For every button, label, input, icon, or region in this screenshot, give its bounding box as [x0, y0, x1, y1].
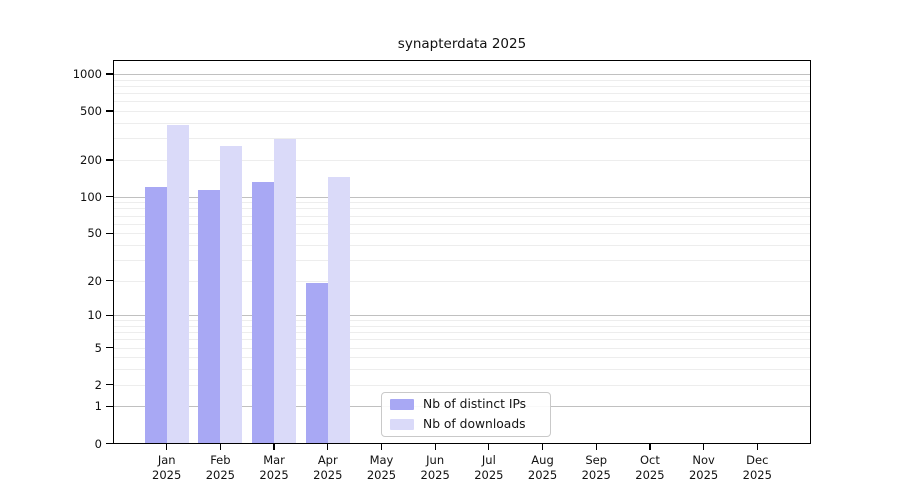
x-tick-mark-jul: [488, 444, 490, 450]
y-tick-label-0: 0: [94, 436, 102, 451]
gridline-minor-2: [114, 384, 810, 386]
x-tick-mark-aug: [541, 444, 544, 450]
y-tick-label-100: 100: [80, 189, 102, 204]
x-tick-label-jul: Jul 2025: [474, 453, 504, 482]
y-tick-label-1: 1: [94, 399, 102, 414]
y-tick-label-10: 10: [87, 308, 102, 323]
x-tick-mark-sep: [595, 444, 597, 450]
gridline-major-10: [114, 315, 810, 317]
legend-item-downloads: Nb of downloads: [390, 416, 542, 433]
x-tick-label-aug: Aug 2025: [527, 453, 558, 482]
gridline-minor-300: [114, 138, 810, 140]
gridline-minor-3: [114, 369, 810, 371]
x-tick-mark-jun: [434, 444, 436, 450]
gridline-minor-60: [114, 223, 810, 225]
x-tick-label-apr: Apr 2025: [313, 453, 343, 482]
y-tick-label-50: 50: [87, 226, 102, 241]
y-tick-mark-10: [106, 314, 113, 316]
y-tick-mark-0: [106, 442, 113, 445]
gridline-minor-70: [114, 215, 810, 217]
gridline-minor-50: [114, 233, 810, 235]
gridline-minor-30: [114, 259, 810, 261]
y-tick-mark-5: [106, 347, 113, 349]
gridline-minor-900: [114, 79, 810, 81]
bar-downloads-feb: [220, 146, 243, 443]
x-tick-label-sep: Sep 2025: [581, 453, 611, 482]
gridline-minor-7: [114, 332, 810, 334]
gridline-minor-20: [114, 280, 810, 282]
gridline-minor-700: [114, 93, 810, 95]
gridline-minor-9: [114, 320, 810, 322]
y-tick-mark-2: [106, 384, 113, 386]
bar-distinct-ips-mar: [252, 181, 275, 443]
legend-label-downloads: Nb of downloads: [423, 417, 526, 431]
gridline-minor-200: [114, 159, 810, 161]
x-tick-label-nov: Nov 2025: [688, 453, 719, 482]
x-tick-label-oct: Oct 2025: [635, 453, 665, 482]
bar-distinct-ips-jan: [144, 187, 167, 443]
x-tick-label-jun: Jun 2025: [420, 453, 450, 482]
legend-swatch-downloads: [390, 419, 414, 430]
x-tick-label-may: May 2025: [366, 453, 397, 482]
gridline-major-1000: [114, 74, 810, 75]
x-tick-mark-oct: [649, 444, 651, 450]
y-tick-label-1000: 1000: [72, 67, 102, 81]
y-tick-mark-100: [106, 196, 113, 198]
x-tick-mark-nov: [702, 444, 705, 450]
gridline-minor-8: [114, 325, 810, 327]
x-tick-mark-mar: [273, 444, 275, 450]
gridline-minor-5: [114, 347, 810, 349]
x-tick-mark-feb: [219, 444, 222, 450]
y-tick-label-500: 500: [80, 104, 102, 119]
y-tick-mark-1: [106, 405, 113, 408]
bar-distinct-ips-apr: [305, 283, 328, 443]
x-tick-label-feb: Feb 2025: [205, 453, 236, 482]
x-tick-mark-jan: [166, 444, 168, 450]
plot-area: [113, 60, 811, 444]
y-tick-label-5: 5: [94, 340, 102, 355]
x-tick-label-mar: Mar 2025: [259, 453, 289, 482]
bar-downloads-mar: [274, 138, 297, 443]
legend-item-distinct-ips: Nb of distinct IPs: [390, 396, 542, 413]
gridline-minor-6: [114, 339, 810, 341]
gridline-minor-90: [114, 202, 810, 204]
chart-title: synapterdata 2025: [397, 36, 527, 52]
y-tick-label-20: 20: [87, 273, 102, 288]
gridline-minor-600: [114, 101, 810, 103]
legend-swatch-distinct-ips: [390, 399, 414, 410]
x-tick-mark-may: [380, 444, 383, 450]
x-tick-mark-dec: [756, 444, 758, 450]
x-tick-label-jan: Jan 2025: [152, 453, 182, 482]
y-tick-mark-200: [106, 159, 113, 161]
y-tick-label-2: 2: [94, 377, 102, 392]
bar-downloads-apr: [327, 177, 350, 443]
legend-label-distinct-ips: Nb of distinct IPs: [423, 397, 527, 411]
y-tick-mark-50: [106, 232, 113, 234]
gridline-minor-4: [114, 357, 810, 359]
x-tick-label-dec: Dec 2025: [742, 453, 772, 482]
gridline-major-100: [114, 196, 810, 198]
bar-distinct-ips-feb: [198, 190, 221, 443]
bar-downloads-jan: [166, 125, 189, 443]
legend: Nb of distinct IPs Nb of downloads: [381, 392, 551, 437]
gridline-minor-400: [114, 122, 810, 124]
y-tick-mark-20: [106, 280, 113, 282]
gridline-minor-80: [114, 208, 810, 210]
y-tick-mark-1000: [106, 73, 113, 75]
y-tick-label-200: 200: [80, 152, 102, 167]
gridline-minor-800: [114, 85, 810, 87]
x-tick-mark-apr: [327, 444, 329, 450]
gridline-minor-500: [114, 111, 810, 113]
y-tick-mark-500: [106, 110, 113, 112]
gridline-minor-40: [114, 244, 810, 246]
